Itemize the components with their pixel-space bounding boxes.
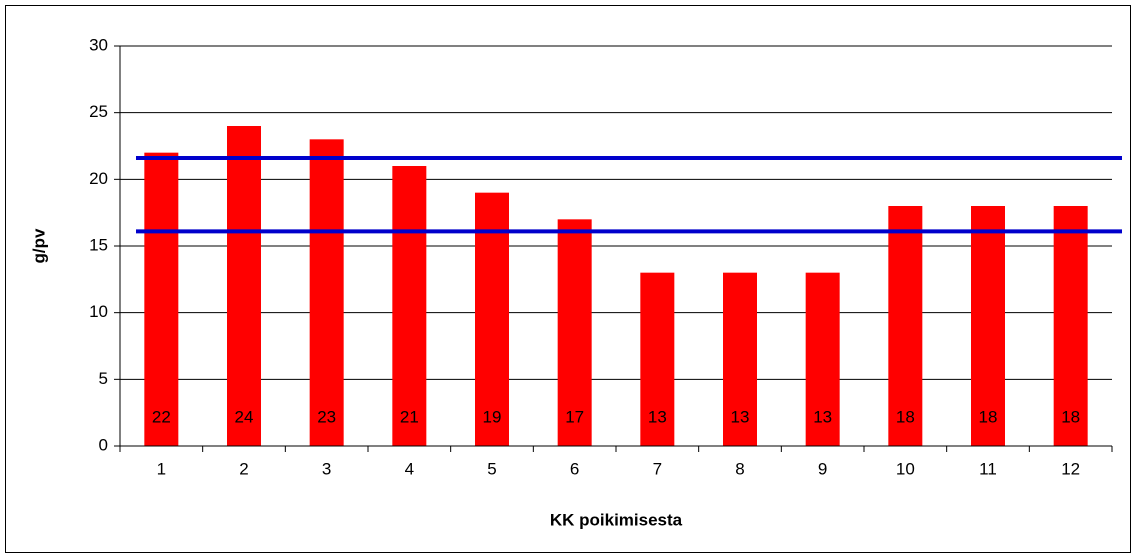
x-tick-label: 8 bbox=[735, 459, 744, 478]
y-tick-label: 0 bbox=[99, 435, 108, 454]
bar bbox=[475, 192, 509, 446]
bar bbox=[309, 139, 344, 447]
data-label: 19 bbox=[483, 407, 502, 426]
bar bbox=[640, 272, 675, 446]
data-label: 18 bbox=[896, 407, 915, 426]
bar bbox=[392, 166, 427, 446]
data-label: 22 bbox=[152, 407, 171, 426]
bar bbox=[557, 219, 592, 446]
bar bbox=[1053, 206, 1088, 446]
x-tick-label: 9 bbox=[818, 459, 827, 478]
data-label: 23 bbox=[317, 407, 336, 426]
x-tick-label: 3 bbox=[322, 459, 331, 478]
data-label: 24 bbox=[235, 407, 254, 426]
y-tick-label: 15 bbox=[89, 235, 108, 254]
data-label: 18 bbox=[1061, 407, 1080, 426]
data-label: 21 bbox=[400, 407, 419, 426]
x-tick-label: 6 bbox=[570, 459, 579, 478]
bar bbox=[144, 152, 179, 446]
x-tick-label: 5 bbox=[487, 459, 496, 478]
x-tick-label: 2 bbox=[239, 459, 248, 478]
bar bbox=[971, 206, 1005, 446]
y-tick-label: 25 bbox=[89, 102, 108, 121]
y-tick-label: 20 bbox=[89, 169, 108, 188]
bar bbox=[227, 126, 261, 446]
bar bbox=[805, 272, 840, 446]
x-tick-label: 11 bbox=[979, 459, 997, 478]
bar bbox=[888, 206, 923, 446]
x-tick-label: 4 bbox=[405, 459, 414, 478]
y-tick-label: 10 bbox=[89, 302, 108, 321]
x-tick-label: 10 bbox=[896, 459, 915, 478]
y-tick-label: 30 bbox=[89, 35, 108, 54]
data-label: 18 bbox=[979, 407, 998, 426]
x-tick-label: 12 bbox=[1061, 459, 1080, 478]
data-label: 13 bbox=[731, 407, 750, 426]
data-label: 13 bbox=[648, 407, 667, 426]
data-label: 13 bbox=[813, 407, 832, 426]
bar bbox=[723, 272, 757, 446]
x-tick-label: 7 bbox=[653, 459, 662, 478]
y-axis-title: g/pv bbox=[29, 228, 48, 263]
x-axis-title: KK poikimisesta bbox=[550, 510, 683, 529]
y-tick-label: 5 bbox=[99, 369, 108, 388]
x-tick-label: 1 bbox=[157, 459, 166, 478]
data-label: 17 bbox=[565, 407, 584, 426]
